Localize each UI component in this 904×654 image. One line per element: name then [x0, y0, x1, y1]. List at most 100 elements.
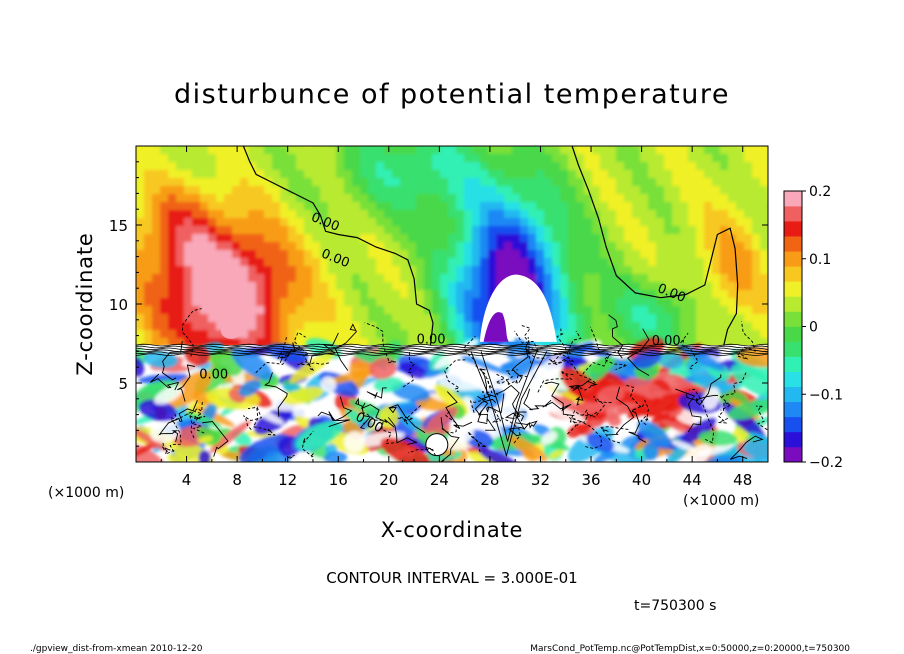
contour-line — [149, 373, 180, 391]
field-cell — [544, 170, 553, 179]
field-cell — [136, 154, 145, 163]
field-cell — [200, 146, 209, 155]
field-cell — [240, 298, 249, 307]
field-cell — [344, 242, 353, 251]
field-cell — [416, 154, 425, 163]
field-cell — [736, 170, 745, 179]
field-cell — [144, 322, 153, 331]
field-cell — [432, 274, 441, 283]
field-cell — [576, 194, 585, 203]
field-cell — [168, 218, 177, 227]
field-cell — [728, 178, 737, 187]
contour-line — [136, 343, 768, 347]
field-cell — [424, 186, 433, 195]
field-cell — [528, 274, 537, 283]
field-cell — [528, 338, 537, 347]
field-cell — [176, 258, 185, 267]
field-cell — [360, 154, 369, 163]
field-cell — [136, 178, 145, 187]
field-cell — [256, 186, 265, 195]
field-cell — [392, 170, 401, 179]
field-cell — [136, 186, 145, 195]
field-cell — [592, 194, 601, 203]
field-cell — [544, 290, 553, 299]
field-cell — [440, 218, 449, 227]
field-cell — [184, 202, 193, 211]
field-cell — [608, 162, 617, 171]
field-cell — [544, 146, 553, 147]
field-cell — [728, 146, 737, 147]
field-cell — [688, 242, 697, 251]
field-cell — [728, 274, 737, 283]
colorbar-segment — [784, 446, 802, 463]
field-cell — [480, 178, 489, 187]
field-cell — [200, 322, 209, 331]
field-cell — [352, 242, 361, 251]
field-cell — [416, 322, 425, 331]
contour-line — [755, 405, 768, 431]
field-cell — [552, 194, 561, 203]
field-cell — [744, 290, 753, 299]
field-cell — [192, 274, 201, 283]
field-cell — [312, 210, 321, 219]
field-cell — [648, 250, 657, 259]
field-cell — [624, 298, 633, 307]
field-cell — [200, 234, 209, 243]
field-cell — [392, 194, 401, 203]
colorbar-segment — [784, 281, 802, 297]
field-cell — [456, 210, 465, 219]
field-cell — [744, 226, 753, 235]
field-cell — [696, 162, 705, 171]
field-cell — [616, 218, 625, 227]
field-cell — [176, 290, 185, 299]
x-tick-label: 24 — [430, 471, 449, 489]
field-cell — [296, 218, 305, 227]
field-cell — [320, 298, 329, 307]
field-cell — [424, 258, 433, 267]
field-cell — [176, 146, 185, 155]
field-cell — [168, 282, 177, 291]
field-cell — [304, 330, 313, 339]
field-cell — [520, 186, 529, 195]
field-cell — [528, 146, 537, 155]
field-cell — [648, 290, 657, 299]
field-cell — [264, 322, 273, 331]
field-cell — [688, 298, 697, 307]
field-cell — [400, 298, 409, 307]
field-cell — [184, 186, 193, 195]
field-cell — [544, 338, 553, 347]
field-cell — [272, 154, 281, 163]
field-cell — [360, 298, 369, 307]
field-cell — [696, 306, 705, 315]
turbulence-blob — [390, 416, 424, 441]
field-cell — [376, 154, 385, 163]
field-cell — [608, 194, 617, 203]
field-cell — [528, 146, 537, 147]
field-cell — [408, 234, 417, 243]
field-cell — [272, 290, 281, 299]
field-cell — [328, 338, 337, 347]
field-cell — [768, 258, 777, 267]
field-cell — [496, 274, 505, 283]
field-cell — [496, 210, 505, 219]
contour-line — [640, 397, 649, 426]
field-cell — [176, 306, 185, 315]
field-cell — [376, 274, 385, 283]
contour-line — [470, 351, 548, 458]
field-cell — [400, 274, 409, 283]
warm-core — [220, 322, 241, 339]
field-cell — [696, 322, 705, 331]
field-cell — [632, 186, 641, 195]
contour-line — [717, 400, 731, 424]
field-cell — [456, 146, 465, 155]
field-cell — [456, 330, 465, 339]
field-cell — [568, 266, 577, 275]
field-cell — [584, 322, 593, 331]
field-cell — [496, 242, 505, 251]
field-cell — [752, 330, 761, 339]
field-cell — [752, 146, 761, 155]
field-cell — [512, 146, 521, 147]
field-cell — [384, 274, 393, 283]
field-cell — [136, 162, 137, 171]
field-cell — [240, 178, 249, 187]
